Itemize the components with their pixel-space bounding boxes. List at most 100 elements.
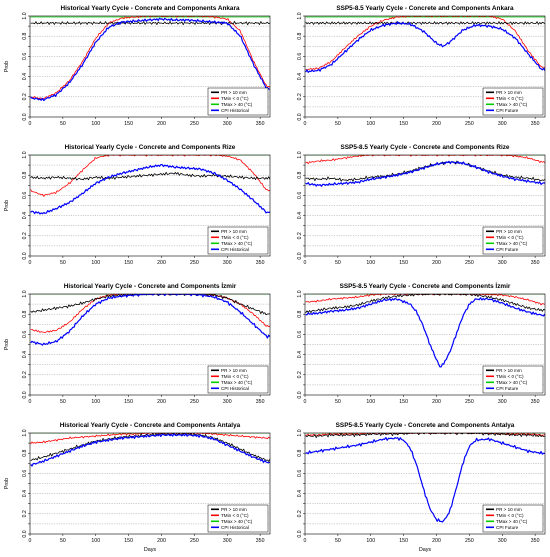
legend-label-pr: PR > 10 mm [221, 229, 247, 234]
legend-label-tmax: TMax > 40 (°C) [496, 102, 528, 107]
x-tick-label: 300 [498, 399, 507, 405]
y-tick-label: 0.4 [297, 73, 303, 80]
y-tick-label: 0.8 [22, 449, 28, 456]
x-tick-label: 50 [335, 538, 341, 544]
x-tick-label: 250 [465, 121, 474, 127]
x-tick-label: 50 [335, 399, 341, 405]
y-tick-label: 0.4 [297, 351, 303, 358]
y-tick-label: 1.0 [297, 151, 303, 158]
series-line-pr [30, 433, 270, 462]
legend-label-pr: PR > 10 mm [221, 90, 247, 95]
x-tick-label: 100 [91, 260, 100, 266]
x-tick-label: 350 [256, 260, 265, 266]
chart-panel-2: SSP5-8.5 Yearly Cycle - Concrete and Com… [297, 5, 546, 127]
x-tick-label: 350 [531, 538, 540, 544]
chart-title: SSP5-8.5 Yearly Cycle - Concrete and Com… [341, 144, 510, 151]
x-tick-label: 300 [223, 538, 232, 544]
y-tick-label: 0.6 [297, 470, 303, 477]
chart-panel-3: Historical Yearly Cycle - Concrete and C… [4, 144, 271, 266]
legend-label-cpi: CPI Historical [221, 108, 249, 113]
x-tick-label: 200 [432, 538, 441, 544]
y-tick-label: 0.4 [297, 490, 303, 497]
x-tick-label: 0 [29, 538, 32, 544]
y-tick-label: 0.2 [297, 510, 303, 517]
series-group [305, 16, 545, 73]
series-line-tmin [30, 155, 270, 197]
y-tick-label: 0.4 [22, 212, 28, 219]
y-tick-label: 0.6 [297, 192, 303, 199]
x-tick-label: 100 [91, 399, 100, 405]
series-group [30, 16, 270, 102]
x-tick-label: 150 [399, 399, 408, 405]
y-tick-label: 0.2 [297, 232, 303, 239]
series-group [305, 155, 545, 187]
series-line-tmin [305, 294, 545, 306]
y-tick-label: 0.8 [297, 32, 303, 39]
y-tick-label: 0.0 [297, 530, 303, 537]
x-tick-label: 50 [60, 399, 66, 405]
x-tick-label: 200 [157, 121, 166, 127]
series-line-cpi [305, 21, 545, 73]
x-tick-label: 350 [531, 399, 540, 405]
chart-title: SSP5-8.5 Yearly Cycle - Concrete and Com… [340, 281, 511, 290]
x-tick-label: 150 [124, 538, 133, 544]
x-tick-label: 0 [29, 399, 32, 405]
legend-label-tmin: TMin < 0 (°C) [496, 96, 524, 101]
x-tick-label: 200 [157, 260, 166, 266]
legend-label-tmin: TMin < 0 (°C) [496, 235, 524, 240]
x-tick-label: 0 [304, 538, 307, 544]
legend-label-cpi: CPI Future [496, 108, 519, 113]
x-tick-label: 250 [465, 260, 474, 266]
y-tick-label: 0.8 [22, 171, 28, 178]
y-tick-label: 0.6 [297, 331, 303, 338]
y-tick-label: 0.8 [22, 32, 28, 39]
y-axis-label: Prob [4, 339, 10, 350]
legend-label-tmax: TMax > 40 (°C) [221, 519, 253, 524]
series-line-cpi [305, 436, 545, 523]
legend-label-tmax: TMax > 40 (°C) [221, 241, 253, 246]
series-line-pr [30, 294, 270, 316]
legend-label-cpi: CPI Historical [221, 247, 249, 252]
y-tick-label: 0.2 [297, 371, 303, 378]
chart-panel-8: SSP5-8.5 Yearly Cycle - Concrete and Com… [297, 422, 546, 553]
y-tick-label: 0.0 [22, 252, 28, 259]
series-line-tmin [305, 16, 545, 71]
chart-title: SSP5-8.5 Yearly Cycle - Concrete and Com… [336, 422, 515, 429]
x-tick-label: 200 [157, 399, 166, 405]
x-tick-label: 350 [256, 538, 265, 544]
y-tick-label: 0.6 [22, 192, 28, 199]
series-line-cpi [305, 297, 545, 368]
legend-label-tmin: TMin < 0 (°C) [496, 374, 524, 379]
legend-label-cpi: CPI Historical [221, 525, 249, 530]
y-tick-label: 0.2 [22, 232, 28, 239]
y-axis-label: Prob [4, 200, 10, 211]
y-tick-label: 0.4 [297, 212, 303, 219]
legend-label-tmax: TMax > 40 (°C) [221, 102, 253, 107]
chart-title: Historical Yearly Cycle - Concrete and C… [65, 144, 236, 151]
y-tick-label: 1.0 [297, 12, 303, 19]
y-tick-label: 0.0 [297, 113, 303, 120]
y-tick-label: 0.2 [22, 371, 28, 378]
x-axis-label: Days [419, 547, 432, 553]
x-tick-label: 200 [432, 121, 441, 127]
legend-label-cpi: CPI Future [496, 247, 519, 252]
x-tick-label: 250 [465, 399, 474, 405]
legend-label-pr: PR > 10 mm [496, 368, 522, 373]
series-group [30, 155, 270, 215]
y-tick-label: 0.0 [297, 391, 303, 398]
chart-panel-7: Historical Yearly Cycle - Concrete and C… [4, 422, 271, 553]
y-tick-label: 1.0 [22, 12, 28, 19]
y-tick-label: 0.0 [22, 391, 28, 398]
y-tick-label: 0.0 [297, 252, 303, 259]
series-group [305, 294, 545, 368]
series-line-pr [30, 171, 270, 181]
y-tick-label: 0.0 [22, 113, 28, 120]
x-tick-label: 50 [335, 260, 341, 266]
x-tick-label: 300 [498, 538, 507, 544]
x-tick-label: 250 [465, 538, 474, 544]
y-tick-label: 0.2 [22, 93, 28, 100]
x-tick-label: 300 [498, 260, 507, 266]
